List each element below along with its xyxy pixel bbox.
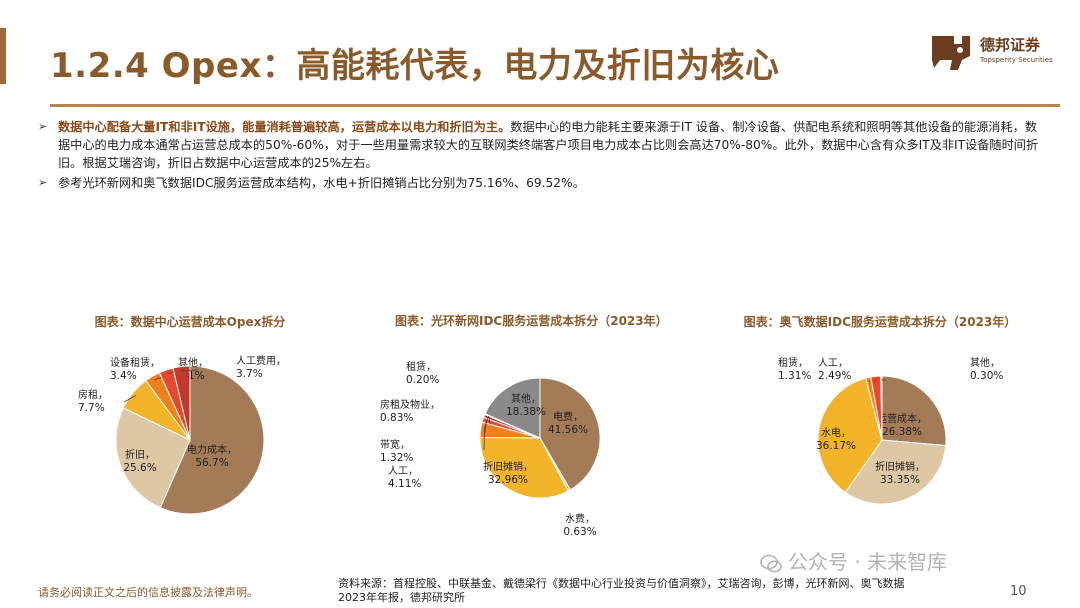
- logo-text-cn: 德邦证券: [980, 36, 1041, 54]
- page-title: 1.2.4 Opex：高能耗代表，电力及折旧为核心: [50, 46, 780, 86]
- slice-label: 带宽，: [380, 438, 410, 451]
- slice-label: 折旧，: [125, 448, 155, 461]
- bullet-text: 参考光环新网和奥飞数据IDC服务运营成本结构，水电+折旧摊销占比分别为75.16…: [58, 176, 585, 190]
- pie-chart-guanghuan: 电费，41.56%水费，0.63%折旧摊销，32.96%人工，4.11%带宽，1…: [380, 360, 601, 538]
- slice-label: 水费，: [565, 512, 595, 525]
- leader-line: [488, 415, 491, 425]
- slice-label: 租赁，: [778, 356, 808, 369]
- slice-value: 32.96%: [488, 474, 528, 486]
- pie-slice: [484, 377, 541, 439]
- pie-slice: [817, 377, 883, 494]
- pie-chart-aofei: 运营成本，26.38% 折旧摊销，33.35% 水电，36.17% 租赁，1.31% 人…: [778, 356, 1003, 505]
- slice-label: 折旧摊销，: [875, 460, 925, 473]
- slice-value: 56.7%: [195, 457, 228, 469]
- pie-slice: [880, 375, 883, 441]
- slice-value: 4.11%: [388, 478, 421, 490]
- page-number: 10: [1010, 584, 1027, 599]
- chart-title-guanghuan: 图表：光环新网IDC服务运营成本拆分（2023年）: [395, 314, 668, 328]
- slice-value: 33.35%: [880, 474, 920, 486]
- slice-label: 运营成本，: [877, 412, 927, 425]
- slice-label: 其他，: [970, 356, 1000, 369]
- logo-text-en: Topsperity Securities: [980, 56, 1053, 64]
- pie-slice: [115, 407, 191, 509]
- slice-value: 26.38%: [882, 426, 922, 438]
- slice-label: 房租及物业，: [380, 398, 440, 411]
- slice-label: 租赁，: [406, 360, 436, 373]
- title-accent-bar: [0, 28, 6, 84]
- bullet-list: ➢ 数据中心配备大量IT和非IT设施，能量消耗普遍较高，运营成本以电力和折旧为主…: [38, 118, 1048, 194]
- watermark: 公众号 · 未来智库: [760, 546, 947, 575]
- slice-value: 0.30%: [970, 370, 1003, 382]
- slice-label: 其他，: [511, 392, 541, 405]
- slice-label: 人工，: [818, 357, 848, 369]
- logo-icon: [928, 30, 974, 74]
- slice-value: 3.4%: [110, 370, 137, 382]
- arrow-bullet-icon: ➢: [38, 120, 48, 133]
- company-logo: 德邦证券 Topsperity Securities: [928, 30, 1058, 74]
- slice-value: 18.38%: [506, 406, 546, 418]
- slice-value: 7.7%: [78, 402, 105, 414]
- slice-value: 25.6%: [123, 462, 156, 474]
- watermark-text: 公众号 · 未来智库: [788, 550, 948, 574]
- leader-line: [123, 395, 137, 403]
- bullet-text: 数据中心的电力能耗主要来源于IT 设备、制冷设备、供配电系统和照明等其他设备的能…: [58, 120, 1039, 170]
- pie-slice: [172, 365, 191, 441]
- slice-label: 电费，: [553, 410, 583, 423]
- arrow-bullet-icon: ➢: [38, 176, 48, 189]
- slice-label: 折旧摊销，: [483, 460, 533, 473]
- slice-value: 1.31%: [778, 370, 811, 382]
- slice-value: 36.17%: [816, 440, 856, 452]
- leader-line: [868, 381, 871, 383]
- slice-label: 设备租赁，: [110, 356, 160, 369]
- pie-slice: [159, 365, 265, 515]
- pie-slice: [844, 439, 947, 505]
- slice-value: 0.83%: [380, 412, 413, 424]
- chart-title-aofei: 图表：奥飞数据IDC服务运营成本拆分（2023年）: [743, 315, 1017, 329]
- leader-line: [483, 417, 489, 431]
- slice-label: 人工费用，: [236, 354, 286, 367]
- chart-title-opex: 图表：数据中心运营成本Opex拆分: [94, 315, 286, 329]
- slice-value: 0.63%: [563, 526, 596, 538]
- slice-value: 3.7%: [236, 368, 263, 380]
- footer-disclaimer: 请务必阅读正文之后的信息披露及法律声明。: [38, 586, 258, 599]
- pie-slice: [881, 375, 947, 447]
- pie-chart-opex: 电力成本，56.7%折旧，25.6%房租，7.7%设备租赁，3.4%其他，3.1…: [78, 354, 286, 515]
- slice-label: 水电，: [821, 426, 851, 439]
- bullet-highlight: 数据中心配备大量IT和非IT设施，能量消耗普遍较高，运营成本以电力和折旧为主。: [58, 120, 511, 134]
- slice-label: 电力成本，: [187, 443, 237, 456]
- slice-label: 房租，: [78, 388, 108, 401]
- slice-label: 人工，: [388, 465, 418, 477]
- slice-value: 41.56%: [548, 424, 588, 436]
- slice-value: 1.32%: [380, 452, 413, 464]
- footer-source: 资料来源：首程控股、中联基金、戴德梁行《数据中心行业投资与价值洞察》，艾瑞咨询，…: [338, 577, 905, 604]
- bullet-item: ➢ 参考光环新网和奥飞数据IDC服务运营成本结构，水电+折旧摊销占比分别为75.…: [38, 174, 1048, 192]
- pie-slice: [539, 377, 601, 491]
- pie-slice: [479, 436, 569, 499]
- slice-value: 2.49%: [818, 370, 851, 382]
- bullet-item: ➢ 数据中心配备大量IT和非IT设施，能量消耗普遍较高，运营成本以电力和折旧为主…: [38, 118, 1048, 172]
- wechat-icon: [760, 554, 782, 572]
- slice-value: 0.20%: [406, 374, 439, 386]
- title-divider: [50, 104, 1060, 107]
